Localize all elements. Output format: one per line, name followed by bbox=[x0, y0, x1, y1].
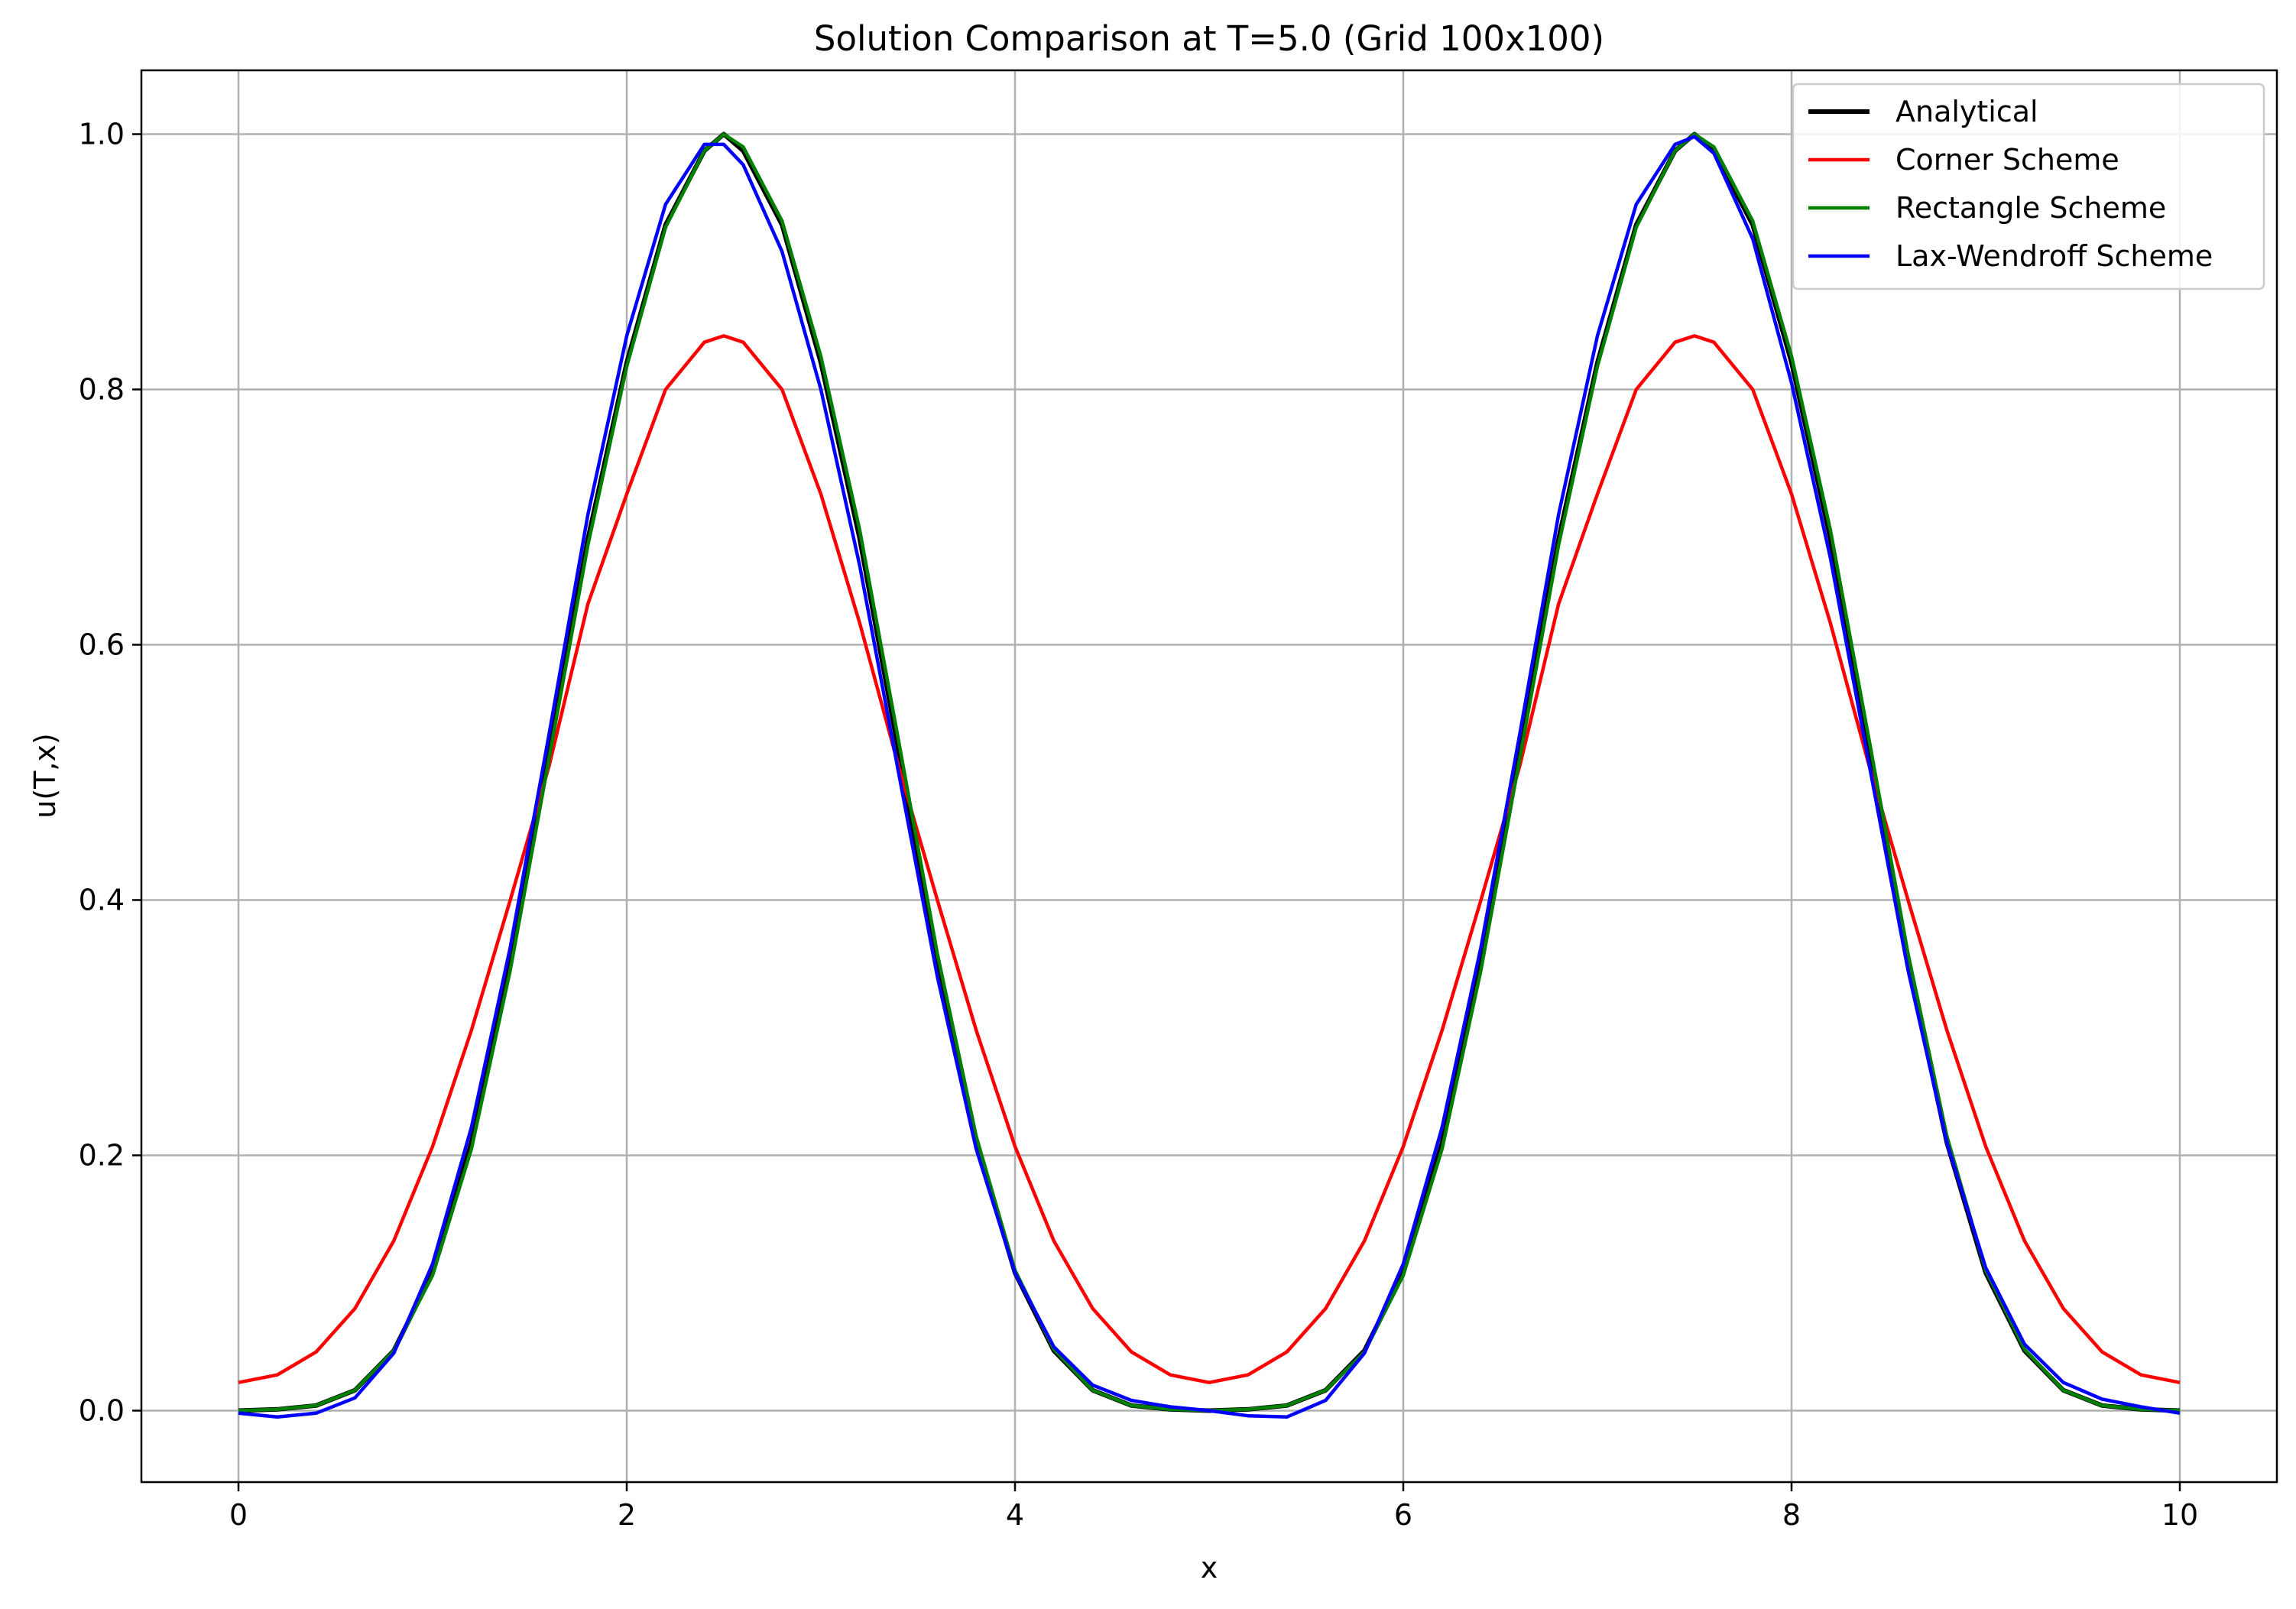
legend-label-2: Corner Scheme bbox=[1895, 143, 2119, 177]
y-tick-label: 0.6 bbox=[79, 628, 125, 661]
y-tick-label: 0.8 bbox=[79, 372, 125, 406]
y-tick-label: 1.0 bbox=[79, 117, 125, 151]
legend: Analytical Corner Scheme Rectangle Scheme L… bbox=[1792, 83, 2265, 290]
x-tick-label: 2 bbox=[618, 1498, 636, 1532]
chart-title: Solution Comparison at T=5.0 (Grid 100x1… bbox=[814, 18, 1604, 59]
x-tick-label: 10 bbox=[2161, 1498, 2198, 1532]
legend-box bbox=[1792, 83, 2265, 290]
x-tick-label: 8 bbox=[1782, 1498, 1801, 1532]
series-line-2 bbox=[238, 334, 2181, 1384]
x-axis-label: x bbox=[1201, 1551, 1218, 1585]
legend-label-3: Rectangle Scheme bbox=[1895, 191, 2166, 225]
series-layer bbox=[238, 131, 2181, 1419]
y-tick-label: 0.2 bbox=[79, 1138, 125, 1172]
grid-layer bbox=[141, 70, 2277, 1482]
tick-layer: 0 2 4 6 8 10 0.0 0.2 0.4 0.6 0.8 1.0 bbox=[79, 117, 2199, 1532]
x-tick-label: 6 bbox=[1394, 1498, 1412, 1532]
legend-label-1: Analytical bbox=[1895, 95, 2038, 128]
legend-label-4: Lax-Wendroff Scheme bbox=[1895, 239, 2213, 273]
axes-frame bbox=[140, 69, 2278, 1484]
y-tick-label: 0.4 bbox=[79, 883, 125, 916]
series-line-4 bbox=[238, 135, 2181, 1419]
x-tick-label: 0 bbox=[229, 1498, 248, 1532]
y-tick-label: 0.0 bbox=[79, 1393, 125, 1427]
x-tick-label: 4 bbox=[1006, 1498, 1024, 1532]
y-axis-label: u(T,x) bbox=[28, 733, 62, 819]
